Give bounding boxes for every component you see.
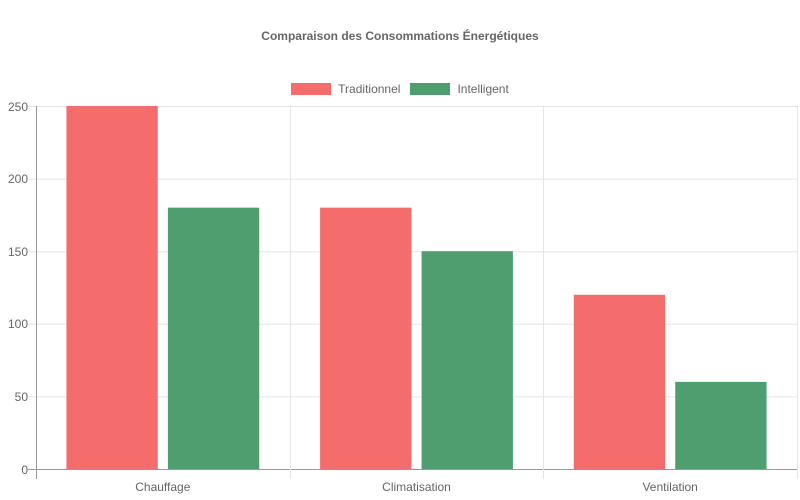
legend-swatch-intelligent <box>410 83 451 95</box>
y-tick-label: 100 <box>7 317 28 332</box>
bar-traditionnel-chauffage[interactable] <box>66 106 158 469</box>
y-tick-label: 50 <box>14 389 28 404</box>
x-tick-label: Ventilation <box>642 480 698 494</box>
bar-intelligent-chauffage[interactable] <box>167 207 260 469</box>
chart-legend: Traditionnel Intelligent <box>0 82 800 96</box>
bar-intelligent-climatisation[interactable] <box>421 251 513 469</box>
legend-label: Traditionnel <box>338 82 401 96</box>
bar-intelligent-ventilation[interactable] <box>675 381 767 469</box>
x-tick-label: Climatisation <box>382 480 451 494</box>
bar-traditionnel-climatisation[interactable] <box>320 207 412 469</box>
y-tick-label: 200 <box>7 172 28 187</box>
chart-title: Comparaison des Consommations Énergétiqu… <box>261 29 539 43</box>
y-tick-label: 250 <box>7 99 28 114</box>
bar-traditionnel-ventilation[interactable] <box>573 294 666 469</box>
legend-label: Intelligent <box>457 82 509 96</box>
y-tick-label: 0 <box>21 462 28 477</box>
x-tick-label: Chauffage <box>135 480 191 494</box>
legend-item-traditionnel[interactable]: Traditionnel <box>291 82 400 96</box>
legend-swatch-traditionnel <box>291 83 332 95</box>
legend-item-intelligent[interactable]: Intelligent <box>410 82 509 96</box>
y-tick-label: 150 <box>7 244 28 259</box>
